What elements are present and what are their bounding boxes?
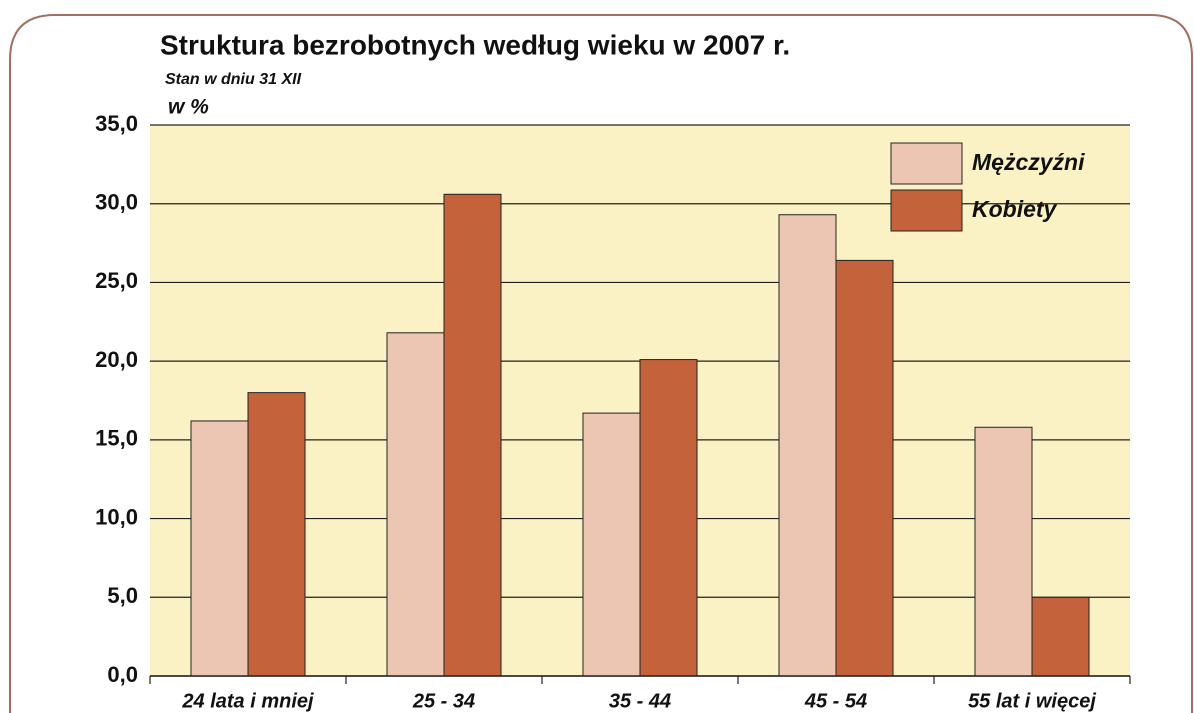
bar [247, 392, 306, 677]
y-tick-label: 35,0 [95, 111, 138, 136]
x-tick-label: 45 - 54 [804, 690, 867, 712]
y-axis-label: w % [168, 96, 209, 119]
frame [9, 14, 1193, 713]
y-tick-label: 20,0 [95, 347, 138, 372]
legend-swatch [890, 189, 963, 232]
y-tick-label: 10,0 [95, 504, 138, 529]
bar [386, 332, 445, 677]
legend-label: Mężczyźni [972, 149, 1085, 175]
y-tick-label: 25,0 [95, 268, 138, 293]
bar [974, 426, 1033, 677]
chart-title: Struktura bezrobotnych według wieku w 20… [160, 29, 790, 60]
bar [639, 359, 698, 677]
y-tick-label: 15,0 [95, 426, 138, 451]
bar [835, 259, 894, 677]
bar [778, 214, 837, 677]
legend-label: Kobiety [972, 196, 1058, 222]
x-tick-label: 24 lata i mniej [181, 690, 314, 712]
bar [1031, 596, 1090, 677]
x-tick-label: 25 - 34 [412, 690, 475, 712]
bar [443, 193, 502, 677]
bar [582, 412, 641, 677]
chart-subtitle: Stan w dniu 31 XII [165, 71, 302, 88]
y-tick-label: 5,0 [107, 583, 138, 608]
x-tick-label: 55 lat i więcej [968, 690, 1096, 712]
legend-swatch [890, 142, 963, 185]
bar [190, 420, 249, 677]
y-tick-label: 30,0 [95, 190, 138, 215]
x-tick-label: 35 - 44 [609, 690, 671, 712]
y-tick-label: 0,0 [107, 662, 138, 687]
